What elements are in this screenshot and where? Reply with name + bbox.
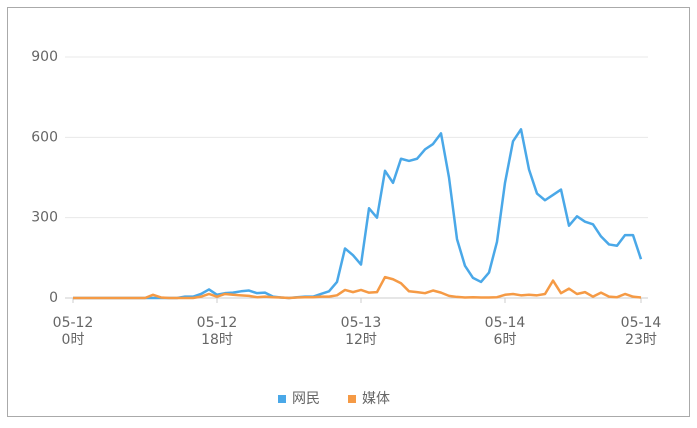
- series-line: [73, 128, 643, 300]
- x-tick-label: 05-12 0时: [53, 315, 94, 348]
- legend-label: 媒体: [362, 391, 390, 407]
- x-tick-label: 05-14 6时: [485, 315, 526, 348]
- series-line: [73, 275, 642, 300]
- x-tick-label: 05-12 18时: [197, 315, 238, 348]
- x-tick-label: 05-14 23时: [621, 315, 662, 348]
- y-tick-label: 300: [31, 210, 58, 226]
- x-tick-label: 05-13 12时: [341, 315, 382, 348]
- y-tick-label: 600: [31, 129, 58, 145]
- y-tick-label: 0: [49, 290, 58, 306]
- legend-swatch: [348, 395, 356, 403]
- chart-border: [7, 7, 690, 417]
- y-tick-label: 900: [31, 49, 58, 65]
- legend-swatch: [278, 395, 286, 403]
- legend-label: 网民: [292, 391, 320, 407]
